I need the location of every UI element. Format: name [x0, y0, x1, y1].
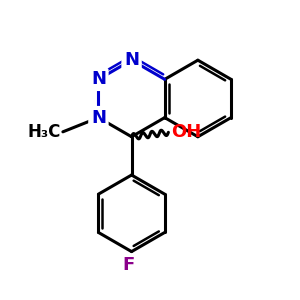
Text: F: F	[122, 256, 135, 274]
Text: N: N	[124, 51, 139, 69]
Text: OH: OH	[171, 123, 202, 141]
Text: H₃C: H₃C	[27, 123, 61, 141]
Text: N: N	[91, 109, 106, 127]
Text: N: N	[91, 70, 106, 88]
